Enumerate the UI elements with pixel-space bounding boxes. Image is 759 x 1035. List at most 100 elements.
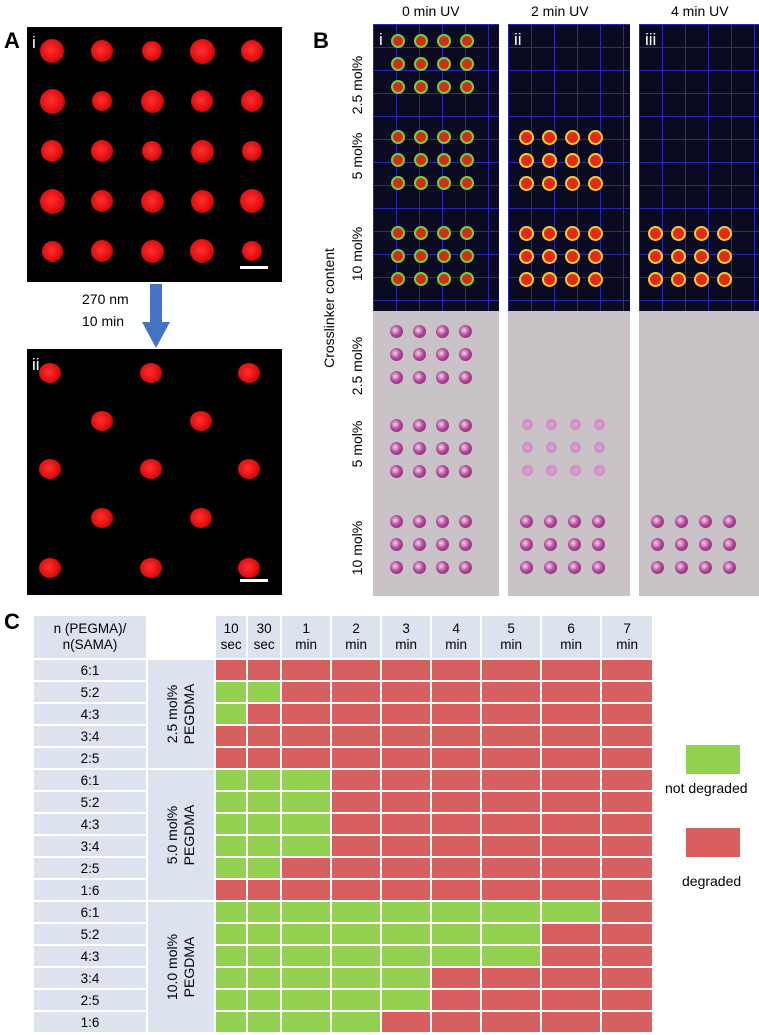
fluorescent-spot — [542, 249, 557, 264]
panel-a-letter: A — [4, 28, 20, 53]
fluorescent-spot — [671, 272, 686, 287]
row-label-bottom-10: 10 mol% — [349, 520, 365, 576]
row-label-bottom-5: 5 mol% — [349, 420, 365, 468]
fluorescent-spot — [588, 272, 603, 287]
hydrogel-spot — [546, 442, 557, 453]
hydrogel-spot — [459, 515, 472, 528]
hydrogel-spot — [390, 325, 403, 338]
ratio-cell: 5:2 — [32, 790, 148, 814]
fluorescent-spot — [460, 249, 474, 263]
not-degraded-cell — [280, 768, 333, 792]
degraded-cell — [600, 988, 655, 1012]
degraded-cell — [280, 724, 333, 748]
degraded-cell — [600, 944, 655, 968]
not-degraded-cell — [480, 944, 543, 968]
hydrogel-spot — [413, 348, 426, 361]
hydrogel-spot — [436, 348, 449, 361]
hydrogel-spot — [390, 538, 403, 551]
degraded-cell — [280, 878, 333, 902]
hydrogel-spot — [390, 465, 403, 478]
degraded-cell — [540, 944, 603, 968]
degraded-cell — [600, 702, 655, 726]
fluorescent-spot — [437, 80, 451, 94]
ratio-cell: 2:5 — [32, 988, 148, 1012]
hydrogel-spot — [522, 465, 533, 476]
degraded-cell — [600, 856, 655, 880]
degraded-cell — [480, 812, 543, 836]
grid-label-iii: iii — [645, 30, 657, 49]
time-header: 5 min — [480, 614, 543, 660]
fluorescent-dot — [240, 189, 264, 213]
degraded-cell — [380, 680, 433, 704]
degraded-cell — [380, 746, 433, 770]
degraded-cell — [600, 790, 655, 814]
fluorescent-dot — [191, 90, 213, 112]
fluorescent-spot — [460, 130, 474, 144]
microscopy-image-before: i — [27, 27, 282, 282]
row-label-top-5: 5 mol% — [349, 132, 365, 180]
fluorescent-dot — [41, 140, 63, 162]
ratio-cell: 5:2 — [32, 922, 148, 946]
fluorescent-dot — [91, 240, 113, 262]
ratio-cell: 5:2 — [32, 680, 148, 704]
ratio-cell: 6:1 — [32, 658, 148, 682]
fluorescent-spot — [588, 226, 603, 241]
not-degraded-cell — [330, 944, 383, 968]
degraded-cell — [430, 702, 483, 726]
degraded-cell — [280, 658, 333, 682]
not-degraded-cell — [214, 702, 249, 726]
fluorescent-spot — [671, 249, 686, 264]
not-degraded-cell — [540, 900, 603, 924]
fluorescent-spot — [460, 57, 474, 71]
degraded-cell — [330, 680, 383, 704]
not-degraded-cell — [214, 922, 249, 946]
not-degraded-cell — [214, 966, 249, 990]
not-degraded-cell — [280, 922, 333, 946]
degraded-cell — [600, 768, 655, 792]
hydrogel-spot — [568, 515, 581, 528]
ratio-cell: 3:4 — [32, 724, 148, 748]
not-degraded-cell — [246, 922, 283, 946]
time-header: 6 min — [540, 614, 603, 660]
hydrogel-spot — [594, 465, 605, 476]
fluorescent-spot — [391, 176, 405, 190]
not-degraded-cell — [214, 1010, 249, 1034]
hydrogel-spot — [413, 371, 426, 384]
hydrogel-spot — [459, 442, 472, 455]
hydrogel-spot — [520, 561, 533, 574]
hydrogel-spot — [544, 515, 557, 528]
hydrogel-spot — [522, 419, 533, 430]
hydrogel-spot — [546, 465, 557, 476]
hydrogel-spot — [592, 538, 605, 551]
hydrogel-spot — [520, 538, 533, 551]
degraded-cell — [480, 746, 543, 770]
not-degraded-cell — [280, 944, 333, 968]
not-degraded-cell — [246, 680, 283, 704]
uv-arrow-wavelength: 270 nm — [82, 291, 129, 307]
ratio-cell: 4:3 — [32, 812, 148, 836]
ratio-cell: 1:6 — [32, 878, 148, 902]
hydrogel-spot — [544, 538, 557, 551]
not-degraded-cell — [280, 834, 333, 858]
fluorescent-dot — [40, 39, 64, 63]
hydrogel-spot — [459, 465, 472, 478]
fluorescent-dot — [140, 363, 162, 383]
fluorescent-spot — [542, 153, 557, 168]
fluorescent-spot — [391, 226, 405, 240]
fluorescent-spot — [414, 130, 428, 144]
degraded-cell — [480, 966, 543, 990]
degraded-cell — [480, 702, 543, 726]
hydrogel-spot — [459, 325, 472, 338]
not-degraded-cell — [330, 1010, 383, 1034]
fluorescent-dot — [91, 140, 113, 162]
row-label-top-10: 10 mol% — [349, 226, 365, 282]
fluorescent-spot — [437, 34, 451, 48]
degraded-cell — [214, 878, 249, 902]
fluorescent-dot — [238, 459, 260, 479]
fluorescent-dot — [140, 459, 162, 479]
not-degraded-cell — [280, 900, 333, 924]
degraded-cell — [430, 724, 483, 748]
fluorescent-spot — [460, 80, 474, 94]
time-header: 30 sec — [246, 614, 283, 660]
degraded-cell — [600, 724, 655, 748]
